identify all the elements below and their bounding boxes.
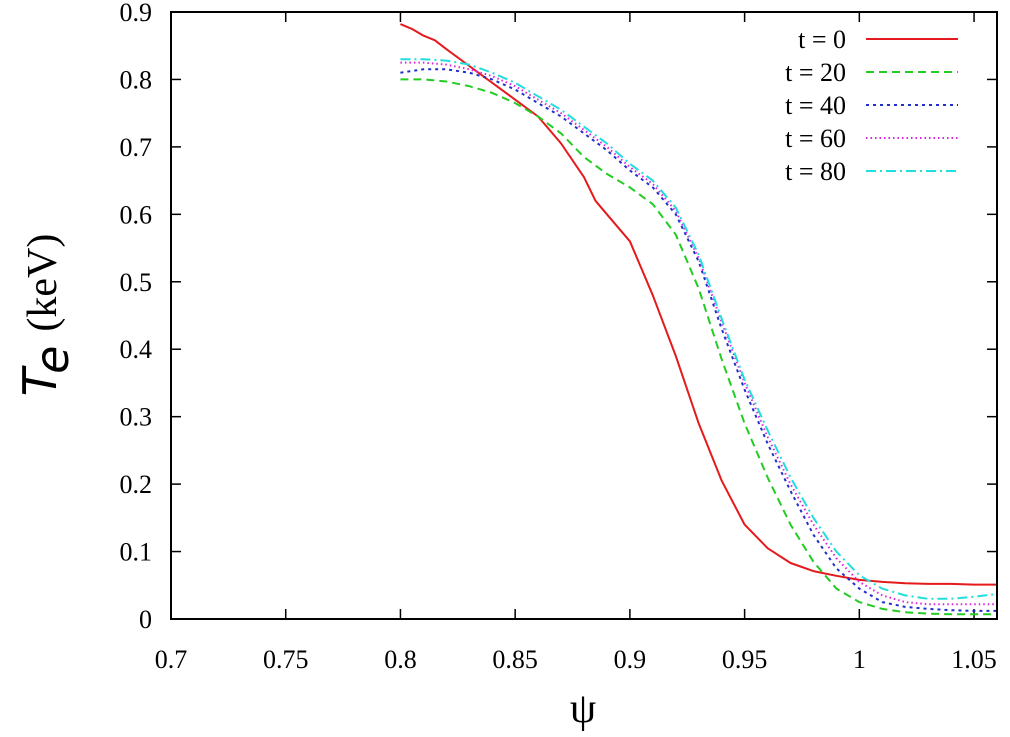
y-tick-label: 0.3 — [120, 403, 153, 432]
y-tick-label: 0.2 — [120, 470, 153, 499]
legend-label: t = 60 — [785, 124, 846, 153]
series-line-t-0 — [400, 23, 997, 586]
y-tick-label: 0.6 — [120, 200, 153, 229]
y-tick-label: 0.9 — [120, 0, 153, 27]
legend-label: t = 40 — [785, 91, 846, 120]
x-tick-label: 0.75 — [263, 645, 309, 674]
x-tick-label: 1 — [853, 645, 866, 674]
series-line-t-40 — [400, 68, 997, 612]
x-tick-label: 0.8 — [384, 645, 417, 674]
legend-label: t = 20 — [785, 58, 846, 87]
y-tick-label: 0 — [139, 605, 152, 634]
x-tick-label: 0.9 — [614, 645, 647, 674]
x-tick-label: 0.95 — [722, 645, 768, 674]
series-line-t-20 — [400, 78, 997, 616]
series-line-t-60 — [400, 61, 997, 606]
legend-label: t = 80 — [785, 157, 846, 186]
y-tick-label: 0.1 — [120, 538, 153, 567]
y-tick-label: 0.8 — [120, 65, 153, 94]
axis-ticks: 0.7 0.75 0.8 0.85 0.9 0.95 1 1.05 0 0.1 0.2 0.3 0.4 0… — [120, 0, 997, 674]
series-line-t-80 — [400, 58, 998, 600]
svg-text:Te(keV): Te(keV) — [13, 234, 79, 397]
y-tick-label: 0.7 — [120, 133, 153, 162]
x-axis-title: ψ — [570, 686, 596, 732]
legend: t = 0 t = 20 t = 40 t = 60 t = 80 — [785, 25, 958, 186]
y-axis-unit: (keV) — [20, 234, 66, 332]
y-axis-subscript: e — [25, 346, 79, 374]
x-tick-label: 1.05 — [951, 645, 997, 674]
x-tick-label: 0.85 — [492, 645, 538, 674]
y-axis-title: Te(keV) — [13, 234, 79, 397]
x-tick-label: 0.7 — [155, 645, 188, 674]
plot-series — [400, 23, 998, 616]
y-tick-label: 0.4 — [120, 335, 153, 364]
plot-frame — [170, 11, 998, 620]
legend-label: t = 0 — [798, 25, 846, 54]
y-tick-label: 0.5 — [120, 268, 153, 297]
